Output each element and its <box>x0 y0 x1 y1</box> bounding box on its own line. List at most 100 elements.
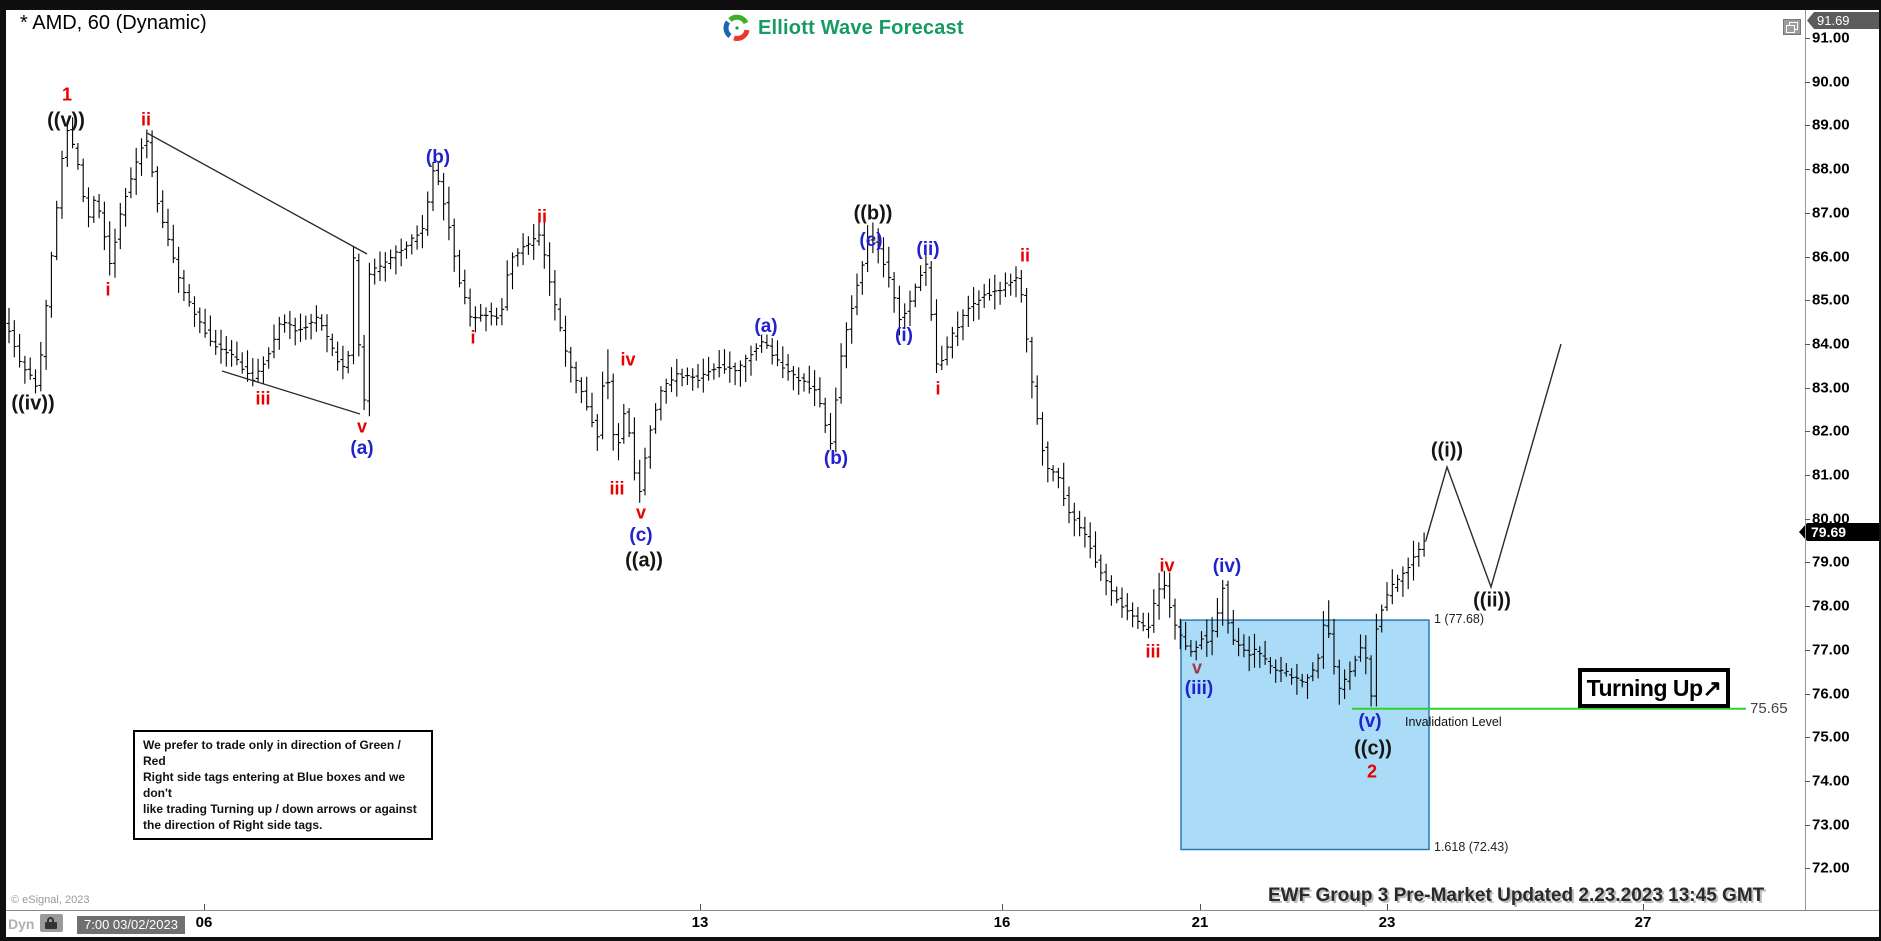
price-tick-mark <box>1805 300 1810 302</box>
price-tick-label: 85.00 <box>1812 291 1850 309</box>
price-tick-label: 73.00 <box>1812 816 1850 834</box>
last-price-badge: 79.69 <box>1799 523 1879 541</box>
time-axis-line <box>6 910 1879 911</box>
ohlc-bars <box>6 117 1427 707</box>
wave-label-2: 2 <box>1366 761 1378 782</box>
lock-icon[interactable] <box>40 914 63 932</box>
wave-label-i: ((i)) <box>1430 439 1464 462</box>
wave-label-i: (i) <box>895 325 913 346</box>
session-high-badge: 91.69 <box>1807 12 1879 29</box>
wave-label-b: (b) <box>823 448 849 469</box>
wave-label-c: (c) <box>629 525 653 546</box>
fib-level-label-bottom: 1.618 (72.43) <box>1434 839 1509 854</box>
price-tick-label: 86.00 <box>1812 248 1850 265</box>
projection-line <box>1425 343 1562 590</box>
elliott-wave-forecast-logo: Elliott Wave Forecast <box>722 13 964 43</box>
esignal-copyright: © eSignal, 2023 <box>11 894 90 906</box>
wave-label-v: v <box>635 502 647 523</box>
price-tick-label: 88.00 <box>1812 160 1850 178</box>
wave-label-iii: (iii) <box>1184 678 1214 699</box>
price-tick-mark <box>1805 256 1810 258</box>
wave-label-v: (v) <box>1358 711 1382 732</box>
price-tick-mark <box>1805 824 1810 826</box>
price-tick-mark <box>1805 431 1810 433</box>
wave-label-a: (a) <box>350 438 374 459</box>
price-tick-label: 76.00 <box>1812 685 1850 702</box>
price-tick-mark <box>1805 780 1810 782</box>
logo-text: Elliott Wave Forecast <box>758 16 964 39</box>
price-tick-mark <box>1805 737 1810 739</box>
price-tick-label: 72.00 <box>1812 859 1850 877</box>
price-tick-mark <box>1805 212 1810 214</box>
price-tick-label: 81.00 <box>1812 466 1850 484</box>
price-tick-mark <box>1805 562 1810 564</box>
turning-up-text: Turning Up <box>1586 674 1703 701</box>
date-tick-label: 16 <box>993 914 1011 931</box>
wave-label-v: ((v)) <box>47 109 85 132</box>
price-tick-mark <box>1805 343 1810 345</box>
wave-label-i: i <box>470 327 476 348</box>
wave-label-c: (c) <box>859 230 883 251</box>
price-tick-mark <box>1805 169 1810 171</box>
turning-up-badge: Turning Up ↗ <box>1578 668 1730 708</box>
wave-label-a: ((a)) <box>625 549 663 572</box>
trendline <box>146 132 368 255</box>
date-tick-mark <box>1200 904 1201 910</box>
lock-shackle <box>47 917 54 923</box>
date-tick-mark <box>1643 904 1644 910</box>
price-tick-mark <box>1805 518 1810 520</box>
date-tick-label: 21 <box>1191 914 1209 931</box>
blue-box <box>1180 619 1430 851</box>
price-tick-label: 83.00 <box>1812 379 1850 397</box>
date-tick-label: 06 <box>195 914 213 931</box>
wave-label-v: v <box>356 416 368 437</box>
wave-label-iii: iii <box>1145 641 1161 662</box>
price-tick-label: 90.00 <box>1812 73 1850 91</box>
price-tick-mark <box>1805 475 1810 476</box>
date-tick-label: 23 <box>1378 914 1396 931</box>
wave-label-c: ((c)) <box>1354 737 1392 760</box>
price-tick-mark <box>1805 81 1810 83</box>
price-tick-label: 82.00 <box>1812 422 1850 440</box>
price-tick-label: 80.00 <box>1812 510 1850 528</box>
wave-label-ii: (ii) <box>916 239 940 260</box>
wave-label-iv: iv <box>620 349 636 370</box>
invalidation-price-label: 75.65 <box>1750 699 1788 717</box>
wave-label-ii: ii <box>536 206 548 227</box>
restore-window-icon[interactable] <box>1783 19 1801 35</box>
wave-label-iv: iv <box>1159 555 1175 576</box>
wave-label-ii: ((ii)) <box>1473 589 1511 612</box>
price-tick-label: 74.00 <box>1812 772 1850 790</box>
cursor-datetime-badge[interactable]: 7:00 03/02/2023 <box>77 916 185 934</box>
price-tick-label: 78.00 <box>1812 597 1850 615</box>
price-tick-mark <box>1805 387 1810 389</box>
wave-label-ii: ii <box>140 109 152 130</box>
update-note: EWF Group 3 Pre-Market Updated 2.23.2023… <box>1268 885 1765 906</box>
wave-label-1: 1 <box>61 84 73 105</box>
wave-label-iv: ((iv)) <box>11 392 55 415</box>
wave-label-a: (a) <box>754 316 778 337</box>
date-tick-label: 13 <box>691 914 709 931</box>
trendline <box>221 370 361 415</box>
price-tick-mark <box>1805 38 1810 39</box>
date-tick-label: 27 <box>1634 914 1652 931</box>
price-tick-mark <box>1805 649 1810 651</box>
price-tick-label: 79.00 <box>1812 553 1850 571</box>
wave-label-iv: (iv) <box>1212 556 1242 577</box>
price-tick-label: 87.00 <box>1812 204 1850 222</box>
wave-label-i: i <box>105 279 111 300</box>
wave-label-b: ((b)) <box>853 202 893 225</box>
lock-body <box>45 922 57 929</box>
date-tick-mark <box>204 904 205 910</box>
trading-disclaimer-box: We prefer to trade only in direction of … <box>133 730 433 840</box>
wave-label-iii: iii <box>255 388 271 409</box>
price-tick-mark <box>1805 125 1810 127</box>
elliott-wave-forecast-logo-icon <box>723 14 750 41</box>
price-tick-mark <box>1805 868 1810 870</box>
price-tick-mark <box>1805 606 1810 608</box>
price-tick-label: 89.00 <box>1812 116 1850 134</box>
date-tick-mark <box>1387 904 1388 910</box>
wave-label-b: (b) <box>425 147 451 168</box>
